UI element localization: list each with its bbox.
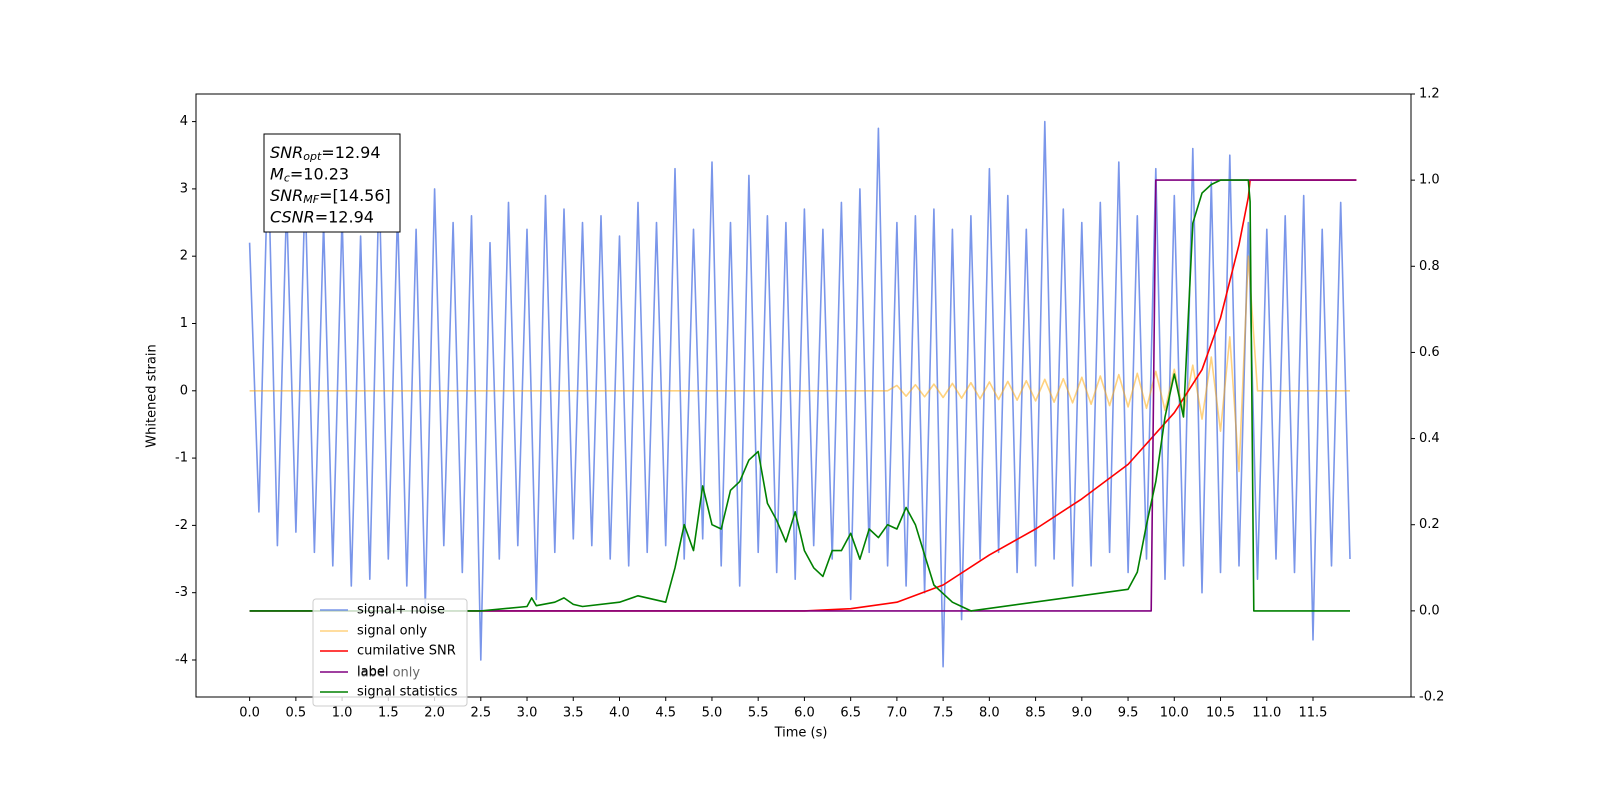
ticks: 0.0 0.5 1.0 1.5 2.0 2.5 3.0 3.5 4.0 4.5 5.0 5.5 6.0 6… <box>175 87 1444 721</box>
y2-tick-label: 0.2 <box>1419 517 1440 532</box>
y2-tick-label: 1.0 <box>1419 173 1440 188</box>
y2-tick-label: -0.2 <box>1419 690 1444 705</box>
x-tick-label: 7.0 <box>887 706 908 721</box>
annotation-box: SNRopt=12.94Mc=10.23SNRMF=[14.56]CSNR=12… <box>263 133 401 233</box>
y2-tick-label: 0.6 <box>1419 345 1440 360</box>
x-tick-label: 1.0 <box>332 706 353 721</box>
x-axis-label: Time (s) <box>774 726 828 741</box>
annotation-subscript: c <box>284 172 290 185</box>
x-tick-label: 2.5 <box>470 706 491 721</box>
y-tick-label: -4 <box>175 652 188 667</box>
x-tick-label: 6.0 <box>794 706 815 721</box>
y2-tick-label: 0.0 <box>1419 603 1440 618</box>
annotation-symbol: SNR <box>270 143 303 162</box>
x-tick-label: 2.0 <box>424 706 445 721</box>
series-line <box>249 179 1357 612</box>
annotation-frame <box>263 133 401 233</box>
y-tick-label: -1 <box>175 451 188 466</box>
annotation-text: =[14.56] <box>319 186 391 205</box>
x-tick-label: 8.5 <box>1025 706 1046 721</box>
annotation-subscript: MF <box>303 193 319 206</box>
y-tick-label: 4 <box>180 114 188 129</box>
legend-label: cumilative SNR <box>357 644 456 659</box>
legend: label only signal+ noise signal only cumila… <box>312 598 468 707</box>
y-tick-label: -3 <box>175 585 188 600</box>
y2-tick-label: 0.8 <box>1419 259 1440 274</box>
annotation-subscript: opt <box>303 150 322 163</box>
y-tick-label: 0 <box>180 383 188 398</box>
annotation: Mc=10.23 <box>270 164 349 185</box>
x-tick-label: 7.5 <box>933 706 954 721</box>
x-tick-label: 3.0 <box>517 706 538 721</box>
x-tick-label: 0.5 <box>286 706 307 721</box>
annotation-text: =12.94 <box>321 143 380 162</box>
x-tick-label: 3.5 <box>563 706 584 721</box>
y-tick-label: 1 <box>180 316 188 331</box>
annotation-symbol: SNR <box>270 186 303 205</box>
annotation: CSNR=12.94 <box>270 207 374 226</box>
x-tick-label: 10.5 <box>1206 706 1235 721</box>
x-tick-label: 5.5 <box>748 706 769 721</box>
y2-tick-label: 0.4 <box>1419 431 1440 446</box>
annotation: SNRopt=12.94 <box>270 143 381 164</box>
annotation: SNRMF=[14.56] <box>270 186 391 207</box>
y-tick-label: 3 <box>180 181 188 196</box>
x-tick-label: 0.0 <box>239 706 260 721</box>
series-line <box>248 120 1351 668</box>
y-tick-label: -2 <box>175 518 188 533</box>
x-tick-label: 5.0 <box>702 706 723 721</box>
x-tick-label: 11.0 <box>1252 706 1281 721</box>
x-tick-label: 4.5 <box>655 706 676 721</box>
annotation-text: =12.94 <box>315 207 374 226</box>
x-tick-label: 10.0 <box>1160 706 1189 721</box>
legend-label: label <box>357 665 388 680</box>
legend-frame <box>312 598 468 707</box>
x-tick-label: 1.5 <box>378 706 399 721</box>
x-tick-label: 8.0 <box>979 706 1000 721</box>
axes-frame <box>195 93 1412 698</box>
annotation-text: =10.23 <box>290 164 349 183</box>
y-axis-label: Whitened strain <box>145 344 160 447</box>
annotation-symbol: CSNR <box>270 207 315 226</box>
x-tick-label: 6.5 <box>840 706 861 721</box>
x-tick-label: 9.0 <box>1071 706 1092 721</box>
legend-label: signal only <box>357 624 427 639</box>
series-line <box>249 179 1350 612</box>
annotation-symbol: M <box>270 164 284 183</box>
legend-label: signal statistics <box>357 685 458 700</box>
x-tick-label: 4.0 <box>609 706 630 721</box>
y-tick-label: 2 <box>180 249 188 264</box>
y2-tick-label: 1.2 <box>1419 87 1440 102</box>
x-tick-label: 11.5 <box>1299 706 1328 721</box>
plot-lines <box>248 120 1357 668</box>
legend-hidden-label: label only <box>357 666 420 681</box>
series-line <box>249 255 1350 473</box>
legend-label: signal+ noise <box>357 603 445 618</box>
x-tick-label: 9.5 <box>1118 706 1139 721</box>
series-line <box>249 179 1357 612</box>
